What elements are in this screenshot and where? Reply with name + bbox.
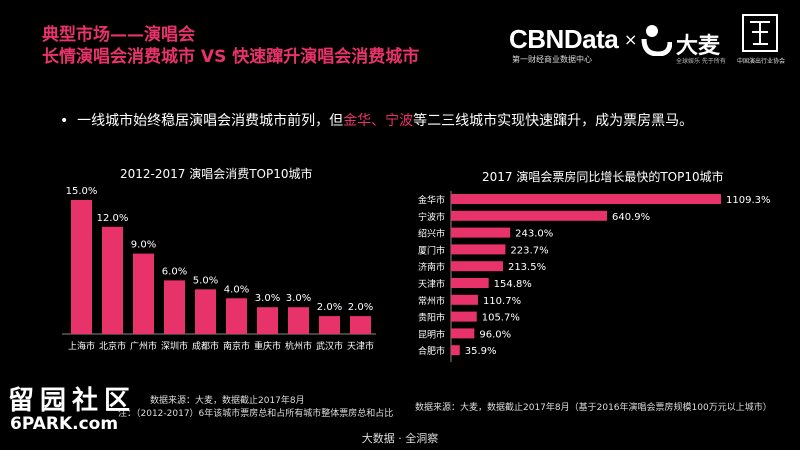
hbar-8 <box>451 328 475 339</box>
category-label-7: 杭州市 <box>285 340 312 352</box>
left-source: 数据来源：大麦，数据截止2017年8月 <box>150 396 305 406</box>
hcategory-label-3: 厦门市 <box>418 244 445 256</box>
highlight-jinhua: 金华 <box>343 113 372 129</box>
hcategory-label-9: 合肥市 <box>418 345 445 357</box>
hbar-label-3: 223.7% <box>510 245 548 256</box>
hbar-1 <box>451 210 607 221</box>
association-logo-sub: 中国演出行业协会 <box>736 58 785 65</box>
hcategory-label-1: 宁波市 <box>418 211 445 223</box>
hcategory-label-6: 常州市 <box>418 295 445 307</box>
bar-7 <box>288 307 309 334</box>
damai-logo-text: 大麦 <box>676 34 721 59</box>
category-label-5: 南京市 <box>223 340 250 352</box>
hbar-label-5: 154.8% <box>494 279 532 290</box>
hbar-label-0: 1109.3% <box>726 195 771 206</box>
bar-5 <box>226 298 247 334</box>
right-chart-title: 2017 演唱会票房同比增长最快的TOP10城市 <box>482 170 724 184</box>
hcategory-label-5: 天津市 <box>418 278 445 290</box>
left-note: 注：（2012-2017）6年该城市票房总和占所有城市整体票房总和占比 <box>118 409 394 419</box>
summary-bullet: • 一线城市始终稳居演唱会消费城市前列，但金华、宁波等二三线城市实现快速蹿升，成… <box>60 110 693 130</box>
right-bar-chart: 金华市 1109.3% 宁波市 640.9% 绍兴市 243.0% 厦门市 223.7% 济南市… <box>418 191 771 362</box>
hbar-label-2: 243.0% <box>515 229 553 240</box>
bar-4 <box>195 289 216 334</box>
bar-label-2: 9.0% <box>131 240 156 251</box>
category-label-8: 武汉市 <box>316 340 343 352</box>
right-source: 数据来源：大麦，数据截止2017年8月（基于2016年演唱会票房规模100万元以… <box>415 403 772 413</box>
bar-label-5: 4.0% <box>224 284 249 295</box>
hbar-label-9: 35.9% <box>465 346 497 357</box>
left-chart-title: 2012-2017 演唱会消费TOP10城市 <box>120 167 313 181</box>
hbar-label-6: 110.7% <box>483 296 521 307</box>
category-label-4: 成都市 <box>192 340 219 352</box>
bar-1 <box>102 226 123 334</box>
bar-6 <box>257 307 278 334</box>
hbar-7 <box>451 311 477 322</box>
hcategory-label-4: 济南市 <box>418 261 445 273</box>
left-bar-chart: 15.0% 上海市 12.0% 北京市 9.0% 广州市 6.0% 深圳市 5.0% 成都市 4.0… <box>62 186 376 352</box>
times-sign: × <box>624 30 638 49</box>
bullet-text-after: 等二三线城市实现快速蹿升，成为票房黑马。 <box>413 113 694 129</box>
bullet-text-before: 一线城市始终稳居演唱会消费城市前列，但 <box>77 113 344 129</box>
category-label-0: 上海市 <box>68 340 95 352</box>
bar-8 <box>319 316 340 334</box>
bullet-dot: • <box>60 113 78 129</box>
bar-2 <box>133 253 154 334</box>
bar-label-0: 15.0% <box>66 186 98 197</box>
bar-label-6: 3.0% <box>255 293 280 304</box>
category-label-3: 深圳市 <box>161 340 188 352</box>
hbar-2 <box>451 227 511 238</box>
bar-3 <box>164 280 185 334</box>
hbar-9 <box>451 345 460 356</box>
bar-label-4: 5.0% <box>193 275 218 286</box>
footer-slogan: 大数据 · 全洞察 <box>361 432 439 445</box>
hbar-label-4: 213.5% <box>508 262 546 273</box>
page-title: 典型市场——演唱会 <box>42 25 195 45</box>
highlight-ningbo: 宁波 <box>385 113 414 129</box>
page-subtitle: 长情演唱会消费城市 VS 快速蹿升演唱会消费城市 <box>42 47 420 67</box>
damai-logo-icon <box>641 25 672 56</box>
hbar-4 <box>451 261 503 272</box>
association-seal-icon <box>742 14 778 52</box>
hbar-label-1: 640.9% <box>612 212 650 223</box>
hbar-0 <box>451 194 721 204</box>
hcategory-label-7: 贵阳市 <box>418 312 445 324</box>
hcategory-label-0: 金华市 <box>418 194 445 206</box>
category-label-9: 天津市 <box>347 340 374 352</box>
cbndata-logo: CBNData <box>509 24 619 54</box>
hcategory-label-8: 昆明市 <box>418 328 445 340</box>
hbar-3 <box>451 244 506 255</box>
hbar-label-7: 105.7% <box>482 313 520 324</box>
category-label-1: 北京市 <box>99 340 126 352</box>
bar-0 <box>71 200 92 334</box>
bar-label-3: 6.0% <box>162 266 187 277</box>
watermark-text: 留园社区 <box>8 386 137 416</box>
cbndata-logo-sub: 第一财经商业数据中心 <box>512 55 592 64</box>
hbar-5 <box>451 278 489 288</box>
hbar-6 <box>451 294 478 305</box>
bar-label-1: 12.0% <box>97 213 129 224</box>
hcategory-label-2: 绍兴市 <box>418 228 445 240</box>
bar-label-8: 2.0% <box>317 302 342 313</box>
highlight-sep: 、 <box>371 113 386 129</box>
watermark-url: 6PARK.com <box>10 414 119 434</box>
hbar-label-8: 96.0% <box>479 329 511 340</box>
damai-logo-sub: 全球娱乐 先于所有 <box>676 58 726 65</box>
bar-9 <box>350 316 371 334</box>
bar-label-7: 3.0% <box>286 293 311 304</box>
bar-label-9: 2.0% <box>348 302 373 313</box>
category-label-6: 重庆市 <box>254 340 281 352</box>
category-label-2: 广州市 <box>130 340 157 352</box>
